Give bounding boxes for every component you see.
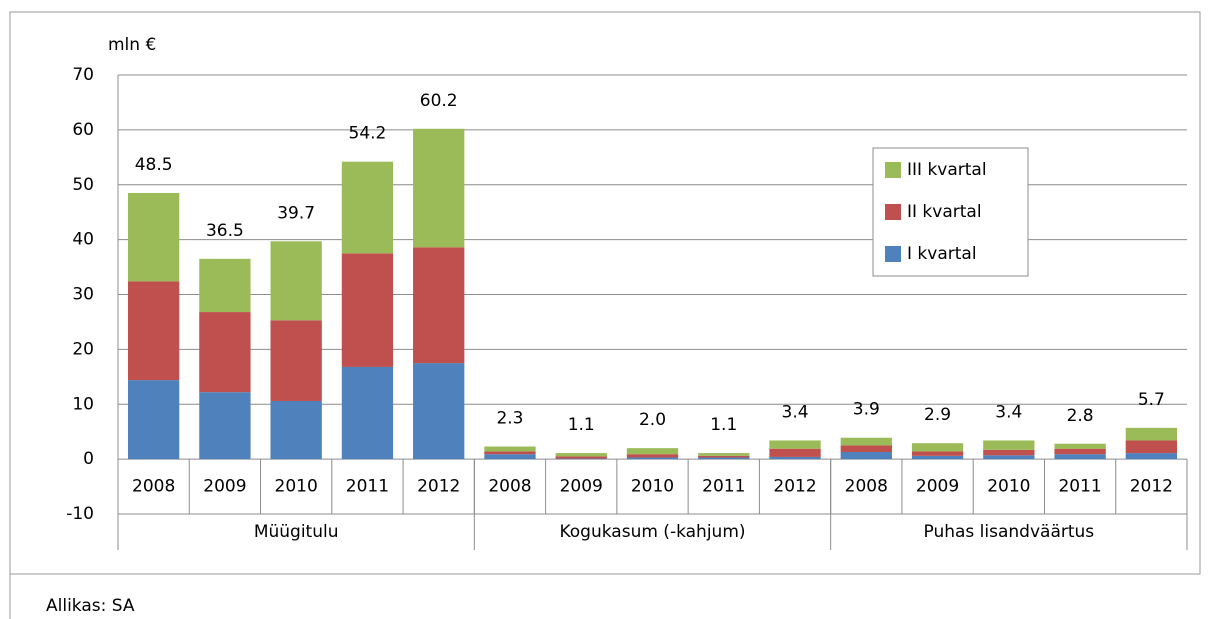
legend-label: III kvartal [907,160,987,180]
total-label: 39.7 [277,203,315,223]
bar-segment [199,258,251,313]
bar-segment [1054,454,1106,460]
x-tick-label: 2012 [417,477,460,497]
group-label: Kogukasum (-kahjum) [559,522,745,542]
total-label: 3.4 [995,402,1022,422]
bar-segment [341,253,394,367]
x-tick-label: 2009 [560,477,603,497]
legend-label: II kvartal [907,202,982,222]
bar-segment [911,451,964,456]
x-tick-label: 2011 [346,477,389,497]
bar-segment [626,448,679,455]
bar-segment [484,446,536,452]
legend-swatch [885,246,901,262]
x-tick-label: 2008 [132,477,175,497]
bar-segment [555,453,607,457]
bar-segment [840,451,892,460]
total-label: 36.5 [206,221,244,241]
bar-segment [1125,440,1178,454]
x-tick-label: 2012 [773,477,816,497]
total-label: 3.4 [782,402,809,422]
bar-segment [698,457,750,460]
y-tick-label: 70 [72,65,94,85]
bar-segment [1054,443,1106,449]
x-tick-label: 2010 [631,477,674,497]
x-tick-label: 2010 [275,477,318,497]
total-label: 2.8 [1067,406,1094,426]
total-label: 2.9 [924,405,951,425]
bar-segment [983,440,1035,450]
bar-segment [484,451,536,455]
bar-segment [911,455,964,460]
x-tick-label: 2011 [702,477,745,497]
x-tick-label: 2009 [203,477,246,497]
bar-segment [413,363,465,460]
total-label: 5.7 [1138,390,1165,410]
bar-segment [555,456,607,459]
bar-segment [341,366,394,460]
x-tick-label: 2008 [488,477,531,497]
x-tick-label: 2011 [1058,477,1101,497]
bar-segment [341,161,394,254]
bar-segment [555,458,607,460]
total-label: 3.9 [853,400,880,420]
bar-segment [698,455,750,458]
total-label: 54.2 [349,124,387,144]
bar-segment [127,192,180,282]
y-tick-label: 30 [72,285,94,305]
bar-segment [127,281,180,381]
bar-segment [1125,427,1178,441]
y-axis-label: mln € [108,35,156,55]
y-tick-label: -10 [66,504,94,524]
bar-segment [983,455,1035,460]
group-label: Müügitulu [254,522,339,542]
group-label: Puhas lisandväärtus [924,522,1095,542]
y-tick-label: 0 [83,449,94,469]
bar-segment [199,312,251,393]
bar-segment [626,454,679,458]
bar-segment [127,380,180,460]
y-tick-label: 40 [72,230,94,250]
bar-segment [484,454,536,460]
total-label: 2.3 [496,409,523,429]
bar-segment [626,457,679,460]
x-tick-label: 2010 [987,477,1030,497]
bar-segment [911,443,964,452]
frame [9,11,1201,575]
y-tick-label: 10 [72,394,94,414]
source: Allikas: SA [46,596,135,616]
bar-segment [698,453,750,456]
bar-segment [840,437,892,446]
bar-segment [270,400,322,460]
bar-segment [983,449,1035,456]
bar-segment [1125,453,1178,460]
total-label: 1.1 [568,415,595,435]
bar-segment [769,440,821,449]
y-tick-label: 20 [72,339,94,359]
legend-swatch [885,204,901,220]
bar-segment [769,456,821,460]
total-label: 2.0 [639,410,666,430]
bar-segment [840,445,892,452]
bar-segment [1054,448,1106,455]
bar-segment [413,247,465,364]
bar-segment [769,448,821,457]
total-label: 1.1 [710,415,737,435]
total-label: 60.2 [420,91,458,111]
total-label: 48.5 [135,155,173,175]
bar-segment [199,392,251,460]
bar-segment [270,241,322,321]
y-tick-label: 50 [72,175,94,195]
bar-segment [413,128,465,248]
legend-label: I kvartal [907,244,977,264]
bar-segment [270,320,322,401]
legend-swatch [885,162,901,178]
x-tick-label: 2008 [845,477,888,497]
y-tick-label: 60 [72,120,94,140]
x-tick-label: 2012 [1130,477,1173,497]
x-tick-label: 2009 [916,477,959,497]
